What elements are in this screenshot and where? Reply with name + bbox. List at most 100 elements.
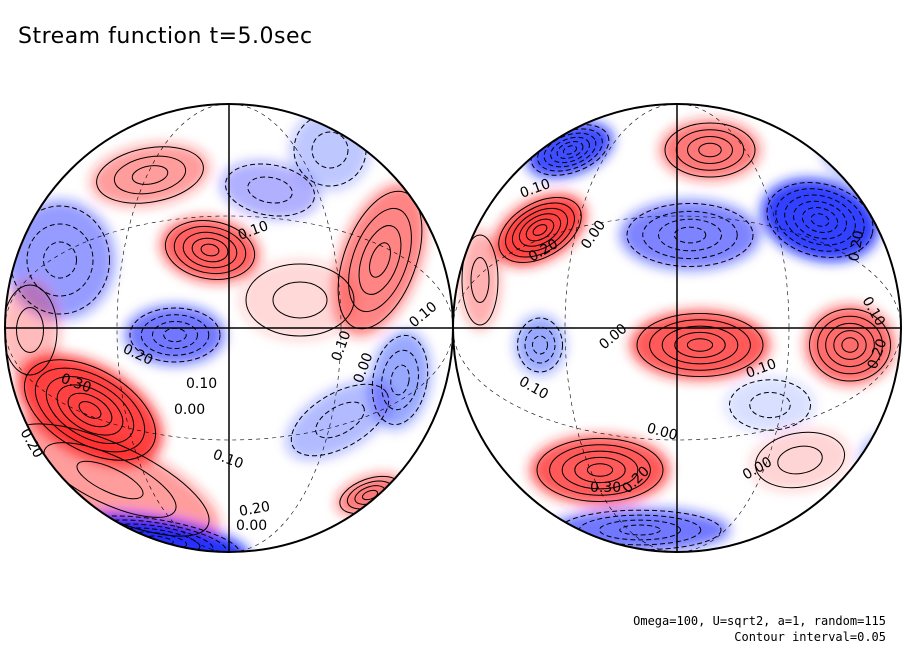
contour-label: 0.00 bbox=[645, 420, 679, 444]
contour-line bbox=[45, 375, 135, 445]
contour-line bbox=[358, 225, 402, 295]
contour-line bbox=[76, 460, 144, 500]
contour-line bbox=[224, 163, 316, 217]
contour-labels: 0.10 0.20 0.30 0.10 0.00 0.10 0.20 0.00 … bbox=[17, 176, 891, 534]
contour-line bbox=[5, 284, 58, 376]
contour-line bbox=[173, 225, 247, 275]
contour-line bbox=[574, 456, 626, 484]
contour-line bbox=[23, 359, 157, 461]
contour-label: 0.20 bbox=[846, 229, 867, 262]
field-blob bbox=[620, 200, 760, 270]
left-grid-longitude bbox=[116, 104, 342, 552]
contour-line bbox=[649, 319, 751, 371]
field-blob bbox=[160, 217, 260, 283]
contour-line bbox=[563, 145, 577, 155]
contour-line bbox=[558, 509, 722, 551]
contour-label: 0.00 bbox=[174, 402, 205, 418]
contour-line bbox=[381, 349, 419, 411]
figure-title: Stream function t=5.0sec bbox=[18, 24, 313, 49]
contour-line bbox=[543, 132, 597, 168]
contour-interval-note: Contour interval=0.05 bbox=[734, 630, 886, 644]
field-blob bbox=[530, 435, 670, 505]
contour-line bbox=[461, 234, 499, 326]
contour-line bbox=[887, 450, 901, 470]
contour-label: 0.00 bbox=[236, 518, 267, 534]
contour-line bbox=[164, 220, 256, 280]
right-grid-longitude bbox=[564, 104, 790, 552]
contour-line bbox=[361, 489, 379, 501]
contour-line bbox=[113, 155, 187, 195]
contour-line bbox=[550, 136, 590, 164]
contour-line bbox=[658, 218, 722, 252]
contour-line bbox=[26, 223, 94, 297]
contour-line bbox=[78, 401, 102, 419]
contour-line bbox=[599, 519, 681, 541]
contour-line bbox=[673, 226, 707, 244]
contour-line bbox=[801, 207, 839, 233]
contour-line bbox=[561, 450, 639, 490]
contour-line bbox=[34, 367, 146, 453]
contour-line bbox=[131, 165, 169, 185]
field-blob bbox=[5, 417, 221, 543]
contour-line bbox=[793, 200, 847, 240]
field-blob bbox=[240, 260, 360, 340]
contour-line bbox=[766, 182, 874, 258]
right-hemisphere bbox=[453, 104, 901, 552]
left-hemisphere bbox=[5, 104, 453, 552]
contour-line bbox=[586, 463, 614, 477]
contour-line bbox=[16, 307, 44, 353]
parameters-note: Omega=100, U=sqrt2, a=1, random=115 bbox=[633, 614, 886, 628]
contour-line bbox=[290, 383, 390, 457]
field-blob bbox=[290, 110, 370, 190]
contour-line bbox=[272, 281, 328, 319]
contour-line bbox=[200, 243, 220, 257]
contour-line bbox=[311, 131, 349, 169]
contour-line bbox=[43, 241, 77, 279]
contour-line bbox=[841, 337, 859, 353]
field-blob bbox=[660, 120, 760, 180]
contour-line bbox=[809, 308, 891, 382]
contour-line bbox=[536, 438, 664, 502]
field-blob bbox=[285, 380, 395, 460]
contour-line bbox=[532, 224, 548, 236]
contour-line bbox=[549, 444, 651, 496]
field-blob bbox=[750, 429, 850, 491]
contour-line bbox=[687, 136, 733, 164]
contour-line bbox=[525, 218, 555, 242]
contour-line bbox=[96, 146, 204, 204]
contour-line bbox=[129, 307, 221, 363]
contour-line bbox=[512, 207, 568, 253]
contour-line bbox=[754, 431, 846, 489]
contour-line bbox=[749, 391, 791, 419]
contour-line bbox=[642, 210, 738, 260]
contour-label: 0.20 bbox=[238, 499, 271, 520]
contour-line bbox=[43, 442, 177, 518]
contour-line bbox=[182, 231, 238, 269]
field-blob bbox=[805, 305, 895, 385]
field-blob bbox=[550, 508, 730, 552]
field-blob bbox=[761, 178, 879, 262]
contour-line bbox=[532, 335, 548, 355]
contour-line bbox=[836, 121, 864, 159]
contour-line bbox=[833, 330, 867, 360]
contour-line bbox=[245, 263, 355, 337]
contour-line bbox=[152, 321, 198, 349]
contour-line bbox=[784, 194, 856, 246]
contour-line bbox=[825, 322, 875, 368]
contour-line bbox=[369, 242, 391, 278]
field-blob bbox=[515, 315, 565, 375]
contour-line bbox=[626, 203, 754, 267]
contour-line bbox=[810, 213, 830, 227]
contour-line bbox=[348, 207, 412, 313]
contour-line bbox=[518, 213, 562, 247]
contour-line bbox=[777, 445, 823, 475]
contour-line bbox=[817, 315, 883, 375]
contour-line bbox=[524, 326, 556, 364]
contour-line bbox=[371, 334, 429, 426]
contour-line bbox=[636, 313, 764, 377]
contour-line bbox=[530, 124, 610, 176]
contour-line bbox=[140, 314, 210, 356]
contour-line bbox=[390, 364, 410, 396]
contour-line bbox=[191, 237, 229, 263]
